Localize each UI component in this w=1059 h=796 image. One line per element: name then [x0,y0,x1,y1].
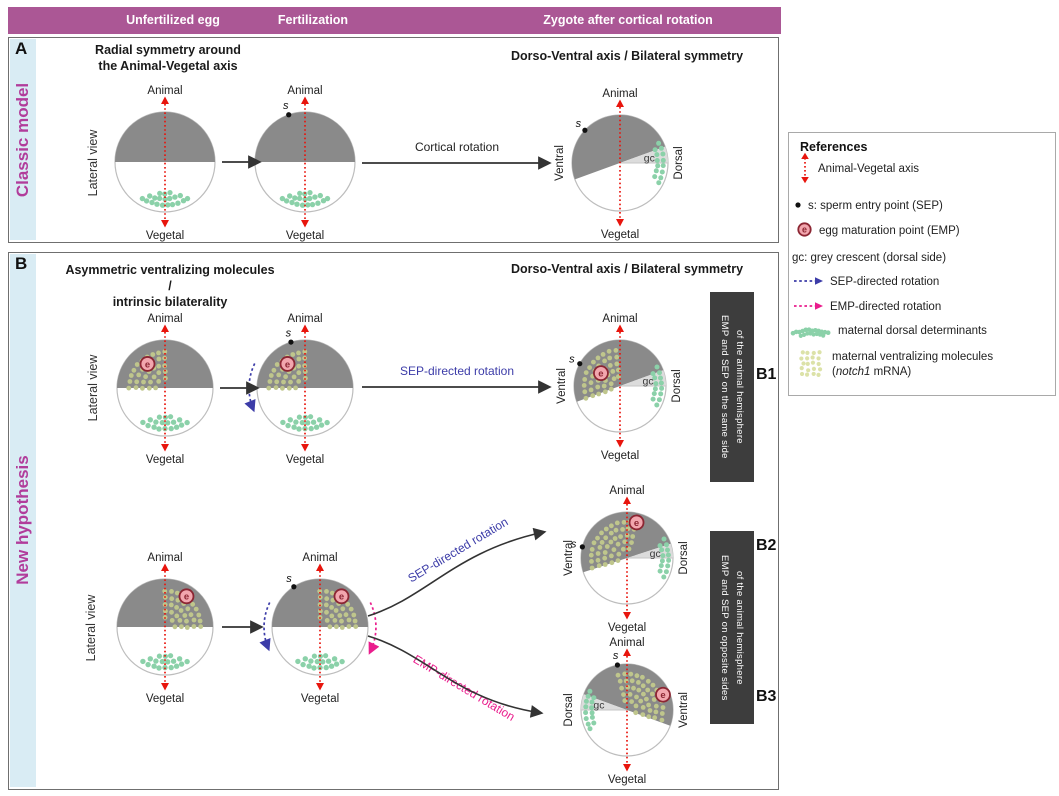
panel-a-side-label: Classic model [13,82,32,198]
panel-b-tag: B [15,254,28,273]
panel-b-title-left: Asymmetric ventralizing molecules / intr… [65,263,275,309]
sep-directed-rotation-icon [794,276,824,289]
panel-a-classic-model [8,37,779,243]
animal-vegetal-axis-icon [798,152,812,187]
annotation-box-same-side: EMP and SEP on the same side of the anim… [710,292,754,482]
header-col-fertilization: Fertilization [277,13,349,27]
panel-a-tag: A [15,39,28,58]
b1-tag: B1 [756,366,777,383]
header-col-zygote: Zygote after cortical rotation [543,13,713,27]
b2-tag: B2 [756,537,777,554]
svg-text:e: e [802,225,807,235]
legend-row-sep-rotation: SEP-directed rotation [794,274,939,290]
sperm-entry-point-icon [794,200,802,213]
panel-a-title-left: Radial symmetry around the Animal-Vegeta… [95,43,241,73]
legend-row-gc: gc: grey crescent (dorsal side) [792,252,947,264]
panel-a-title-right: Dorso-Ventral axis / Bilateral symmetry [510,49,744,63]
panel-b-strip [10,254,36,787]
b3-tag: B3 [756,688,777,705]
maternal-ventralizing-molecules-icon [798,349,826,382]
panel-b-side-label: New hypothesis [13,455,32,585]
sep-rotation-label-b1: SEP-directed rotation [399,364,515,378]
legend-row-emp-rotation: EMP-directed rotation [794,299,941,315]
legend-row-dorsal-determinants: maternal dorsal determinants [790,322,987,340]
egg-maturation-point-icon: e [796,221,813,241]
legend-row-av-axis: Animal-Vegetal axis [798,152,919,186]
cortical-rotation-label: Cortical rotation [414,140,500,154]
panel-a-strip [10,39,36,240]
panel-b-title-right: Dorso-Ventral axis / Bilateral symmetry [510,262,744,276]
legend-row-ventralizing-molecules: maternal ventralizing molecules (notch1 … [798,346,993,384]
header-bar: Unfertilized egg Fertilization Zygote af… [8,7,781,34]
legend-title: References [800,140,868,154]
header-col-unfertilized-egg: Unfertilized egg [126,13,220,27]
references-legend [788,132,1056,396]
emp-directed-rotation-icon [794,301,824,314]
legend-row-sep: s: sperm entry point (SEP) [794,198,943,214]
legend-row-emp: e egg maturation point (EMP) [796,222,960,240]
panel-b-new-hypothesis [8,252,779,790]
maternal-dorsal-determinants-icon [790,322,832,341]
annotation-box-opposite-sides: EMP and SEP on opposite sides of the ani… [710,531,754,724]
